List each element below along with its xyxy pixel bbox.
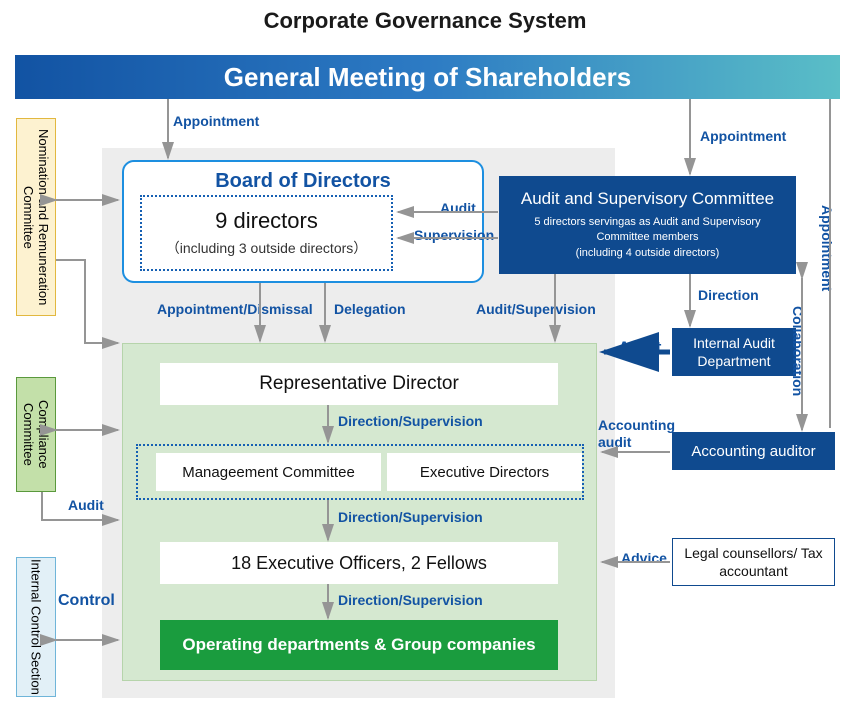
operating-box: Operating departments & Group companies (160, 620, 558, 670)
label-audit-left: Audit (68, 497, 104, 513)
accounting-auditor-box: Accounting auditor (672, 432, 835, 470)
label-appointment2: Appointment (700, 128, 786, 144)
compliance-box: Compliance Committee (16, 377, 56, 492)
internal-control-label: Internal Control Section (29, 559, 44, 695)
diagram-canvas: Corporate Governance System General Meet… (0, 0, 850, 704)
label-direction: Direction (698, 287, 759, 303)
audit-committee-sub1: 5 directors servingas as Audit and Super… (518, 215, 778, 246)
label-advice: Advice (621, 550, 667, 566)
label-dir-sup3: Direction/Supervision (338, 592, 483, 608)
internal-audit-box: Internal Audit Department (672, 328, 796, 376)
label-supervision: Supervision (414, 227, 494, 243)
label-control: Control (58, 592, 115, 610)
label-audit-bold: Audit (618, 338, 661, 358)
label-dir-sup1: Direction/Supervision (338, 413, 483, 429)
nom-rem-box: Nomination and Remuneration Committee (16, 118, 56, 316)
mgmt-committee-box: Manageement Committee (156, 453, 381, 491)
mgmt-exec-container: Manageement Committee Executive Director… (136, 444, 584, 500)
audit-committee-box: Audit and Supervisory Committee 5 direct… (499, 176, 796, 274)
board-title: Board of Directors (215, 170, 391, 193)
legal-box: Legal counsellors/ Tax accountant (672, 538, 835, 586)
label-audit-supervision: Audit/Supervision (476, 301, 596, 317)
nom-rem-label: Nomination and Remuneration Committee (21, 119, 51, 315)
label-audit: Audit (440, 200, 476, 216)
label-accounting-audit: Accounting audit (598, 417, 678, 451)
label-appointment1: Appointment (173, 113, 259, 129)
audit-committee-title: Audit and Supervisory Committee (521, 189, 774, 209)
label-dir-sup2: Direction/Supervision (338, 509, 483, 525)
directors-box: 9 directors （including 3 outside directo… (140, 195, 393, 271)
page-title: Corporate Governance System (0, 6, 850, 36)
rep-director-box: Representative Director (160, 363, 558, 405)
directors-main: 9 directors (215, 208, 318, 234)
officers-box: 18 Executive Officers, 2 Fellows (160, 542, 558, 584)
directors-sub: （including 3 outside directors） (166, 238, 368, 258)
shareholders-box: General Meeting of Shareholders (15, 55, 840, 99)
compliance-label: Compliance Committee (21, 378, 51, 491)
internal-control-box: Internal Control Section (16, 557, 56, 697)
label-delegation: Delegation (334, 301, 406, 317)
exec-directors-box: Executive Directors (387, 453, 582, 491)
label-appoint-dismiss: Appointment/Dismissal (157, 301, 313, 317)
audit-committee-sub2: (including 4 outside directors) (576, 246, 720, 261)
label-collaboration: Collaboration (790, 306, 806, 396)
label-appointment3: Appointment (819, 205, 835, 291)
